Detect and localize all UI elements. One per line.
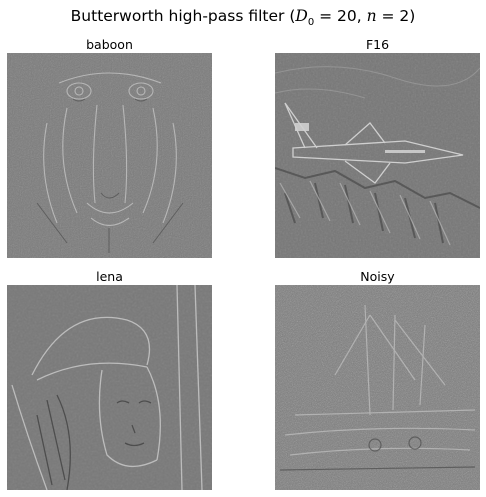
f16-jet-image xyxy=(275,53,480,258)
panel-noisy: Noisy xyxy=(275,269,480,490)
panel-title-baboon: baboon xyxy=(86,37,133,52)
figure-title-prefix: Butterworth high-pass filter ( xyxy=(70,7,296,25)
figure-title: Butterworth high-pass filter (D0 = 20, n… xyxy=(0,6,486,33)
panel-title-lena: lena xyxy=(96,269,123,284)
figure-title-d-sub: 0 xyxy=(307,17,315,29)
lena-portrait-image xyxy=(7,285,212,490)
figure-title-mid: = 20, xyxy=(314,7,367,25)
panel-title-noisy: Noisy xyxy=(360,269,395,284)
panel-lena: lena xyxy=(7,269,212,490)
figure-title-n: n xyxy=(366,7,377,25)
figure-title-suffix: = 2) xyxy=(376,7,416,25)
panel-f16: F16 xyxy=(275,37,480,258)
baboon-image-svg xyxy=(7,53,212,258)
noisy-image-svg xyxy=(275,285,480,490)
panel-title-f16: F16 xyxy=(365,37,390,52)
noisy-boat-image xyxy=(275,285,480,490)
figure-title-d: D xyxy=(295,7,308,25)
baboon-face-image xyxy=(7,53,212,258)
f16-image-svg xyxy=(275,53,480,258)
panel-baboon: baboon xyxy=(7,37,212,258)
lena-image-svg xyxy=(7,285,212,490)
